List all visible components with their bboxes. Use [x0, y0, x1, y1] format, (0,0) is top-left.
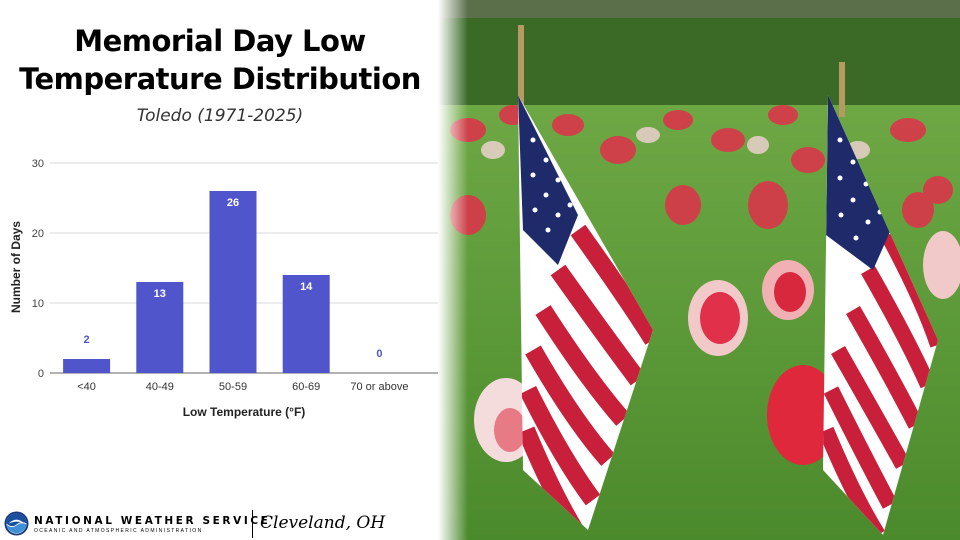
data-label: 26: [227, 197, 239, 209]
y-tick-label: 10: [32, 298, 44, 310]
chart-title-line2: Temperature Distribution: [19, 62, 421, 96]
office-name: Cleveland, OH: [260, 513, 386, 533]
x-tick-label: 50-59: [219, 381, 247, 393]
y-tick-label: 0: [38, 368, 44, 380]
y-tick-label: 30: [32, 158, 44, 170]
data-label: 0: [376, 348, 382, 360]
chart-title: Memorial Day Low Temperature Distributio…: [0, 22, 440, 98]
bar: [282, 275, 330, 373]
y-tick-label: 20: [32, 228, 44, 240]
data-label: 13: [154, 288, 166, 300]
photo-fade-edge: [438, 0, 468, 540]
agency-name: NATIONAL WEATHER SERVICE: [34, 515, 271, 527]
bar-chart: 0 10 20 30 2 <40 13 40-49 26 50-59 14 60-69 0 70 or a…: [9, 158, 438, 419]
footer-divider: [252, 510, 253, 538]
bar: [209, 191, 257, 373]
x-tick-label: 40-49: [146, 381, 174, 393]
american-flags-cemetery-photo: [438, 0, 960, 540]
bar: [136, 282, 184, 373]
footer: NATIONAL WEATHER SERVICE OCEANIC AND ATM…: [0, 505, 450, 540]
agency-subtitle: OCEANIC AND ATMOSPHERIC ADMINISTRATION: [34, 528, 203, 534]
y-axis-label: Number of Days: [9, 221, 23, 313]
data-label: 14: [300, 281, 313, 293]
bars: [63, 191, 330, 373]
bar: [63, 359, 111, 373]
x-tick-label: <40: [77, 381, 96, 393]
noaa-logo-icon: [4, 511, 29, 536]
x-tick-label: 60-69: [292, 381, 320, 393]
x-tick-label: 70 or above: [350, 381, 408, 393]
left-panel: Memorial Day Low Temperature Distributio…: [0, 0, 450, 540]
data-label: 2: [84, 334, 90, 346]
chart-title-line1: Memorial Day Low: [74, 24, 366, 58]
x-axis-label: Low Temperature (°F): [183, 405, 306, 419]
labels: 0 10 20 30 2 <40 13 40-49 26 50-59 14 60-69 0 70 or a…: [32, 158, 409, 393]
chart-subtitle: Toledo (1971-2025): [136, 106, 304, 126]
